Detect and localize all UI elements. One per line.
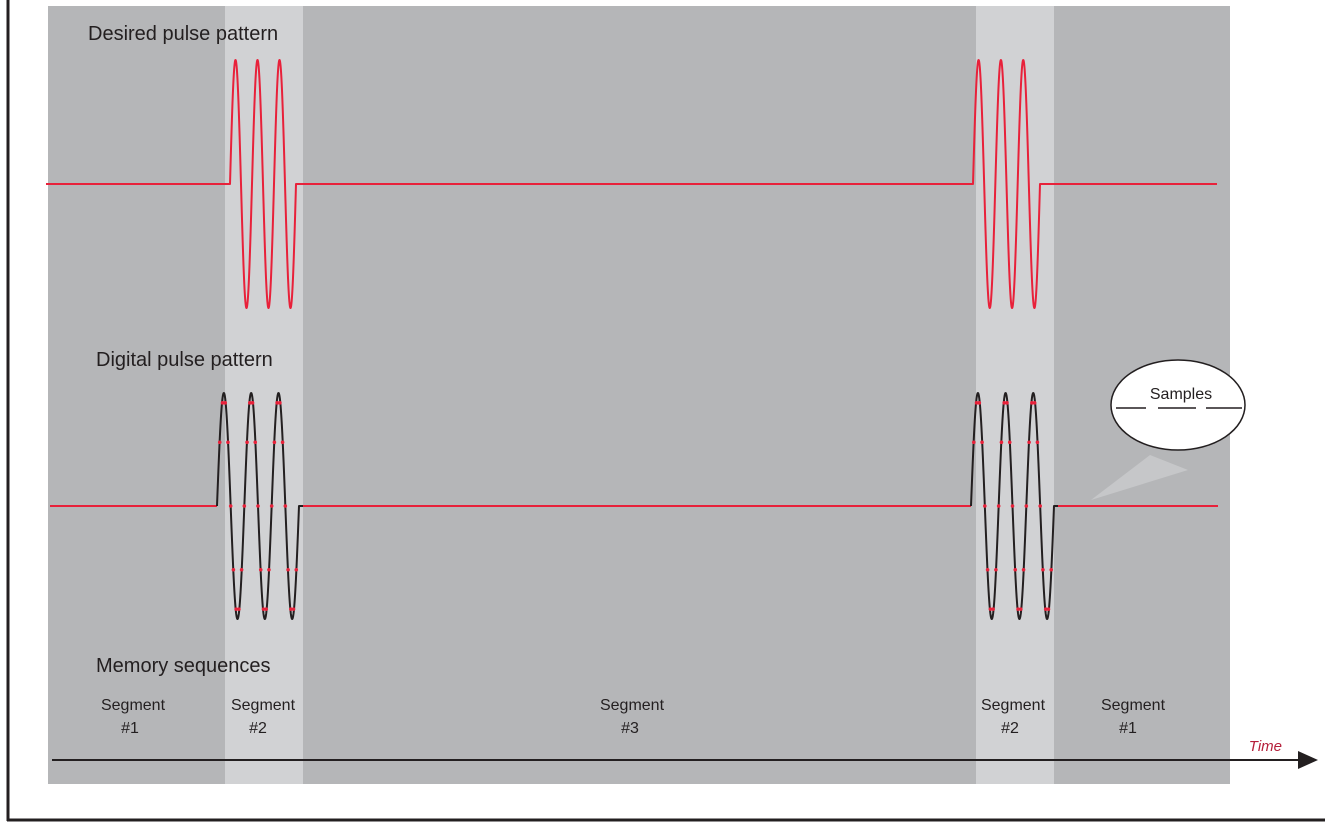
left-burst-sample-dot-24 [280,440,285,445]
right-burst-sample-dot-29 [1049,567,1054,572]
right-burst-sample-dot-5 [983,504,987,508]
segment-label-3: Segment #3 [600,697,665,737]
segment-label-3-name: Segment [600,697,665,714]
time-axis-arrowhead [1298,751,1318,769]
left-burst-sample-dot-25 [283,504,288,508]
right-burst-sample-dot-12 [1002,401,1006,405]
right-burst-sample-dot-26 [1041,567,1045,572]
segment-label-5-number: #1 [1119,720,1137,737]
right-burst-sample-dot-28 [1046,607,1051,611]
right-burst-sample-dot-19 [1021,567,1026,572]
left-burst-sample-dot-4 [226,440,230,445]
left-burst-sample-dot-18 [264,607,269,611]
desired-pulse-waveform [46,59,1217,309]
segment-label-1: Segment #1 [101,697,166,737]
segment-label-4: Segment #2 [981,697,1046,737]
digital-pattern-title: Digital pulse pattern [96,349,273,371]
left-burst-sample-dot-15 [256,504,260,508]
right-burst-sample-dot-15 [1010,504,1015,508]
left-burst-sample-dot-9 [239,567,244,572]
left-burst-sample-dot-5 [228,504,233,508]
left-burst-sample-dot-21 [272,440,277,445]
segment-label-2-name: Segment [231,697,296,714]
right-burst-sample-dot-18 [1019,607,1023,611]
right-burst-sample-dot-8 [991,607,995,611]
right-burst-sample-dot-6 [985,567,990,572]
segment-label-5-name: Segment [1101,697,1166,714]
left-burst-sample-dot-27 [289,607,293,611]
segment-label-2: Segment #2 [231,697,296,737]
left-burst-sample-dot-19 [267,567,271,572]
samples-callout-pointer [1091,455,1188,500]
left-burst-sample-dot-28 [291,607,296,611]
right-burst-sample-dot-10 [996,504,1001,508]
left-burst-sample-dot-14 [253,440,258,445]
left-burst-sample-dot-2 [220,401,225,405]
left-burst-sample-dot-29 [294,567,299,572]
desired-pattern-title: Desired pulse pattern [88,23,278,45]
sample-points [217,401,1054,611]
right-burst-sample-dot-27 [1043,607,1048,611]
right-burst-sample-dot-20 [1024,504,1029,508]
segment-label-3-number: #3 [621,720,639,737]
segment-2-band-right [976,6,1054,784]
right-burst-sample-dot-1 [971,440,976,445]
left-burst-sample-dot-22 [275,401,279,405]
left-burst-sample-dot-26 [286,567,290,572]
right-burst-sample-dot-4 [980,440,984,445]
left-burst-sample-dot-23 [278,401,282,405]
right-burst-sample-dot-16 [1013,567,1018,572]
segment-2-band-left [225,6,303,784]
left-burst-sample-dot-8 [237,607,241,611]
segment-label-5: Segment #1 [1101,697,1166,737]
segment-label-4-number: #2 [1001,720,1019,737]
segment-label-4-name: Segment [981,697,1046,714]
samples-callout [1110,359,1246,451]
right-burst-sample-dot-14 [1007,440,1012,445]
memory-sequences-title: Memory sequences [96,655,271,677]
left-burst-sample-dot-12 [248,401,252,405]
left-burst-sample-dot-1 [217,440,222,445]
samples-callout-label: Samples [1150,386,1212,403]
right-burst-sample-dot-25 [1038,504,1042,508]
right-burst-sample-dot-21 [1027,440,1031,445]
left-burst-sample-dot-3 [223,401,227,405]
right-burst-sample-dot-9 [994,567,998,572]
right-burst-sample-dot-22 [1030,401,1034,405]
right-burst-sample-dot-11 [999,440,1004,445]
right-burst-sample-dot-24 [1035,440,1040,445]
left-burst-sample-dot-11 [245,440,249,445]
segment-label-2-number: #2 [249,720,267,737]
left-burst-sample-dot-17 [261,607,266,611]
right-burst-sample-dot-17 [1016,607,1020,611]
right-burst-sample-dot-23 [1032,401,1037,405]
time-axis-label: Time [1249,738,1282,755]
left-burst-sample-dot-10 [242,504,247,508]
left-burst-sample-dot-13 [250,401,255,405]
right-burst-sample-dot-3 [977,401,982,405]
segment-label-1-name: Segment [101,697,166,714]
left-burst-sample-dot-7 [234,607,238,611]
left-burst-sample-dot-20 [269,504,274,508]
left-burst-sample-dot-16 [258,567,263,572]
right-burst-sample-dot-7 [988,607,993,611]
segment-label-1-number: #1 [121,720,139,737]
left-burst-sample-dot-6 [231,567,236,572]
right-burst-sample-dot-13 [1005,401,1009,405]
right-burst-sample-dot-2 [974,401,979,405]
